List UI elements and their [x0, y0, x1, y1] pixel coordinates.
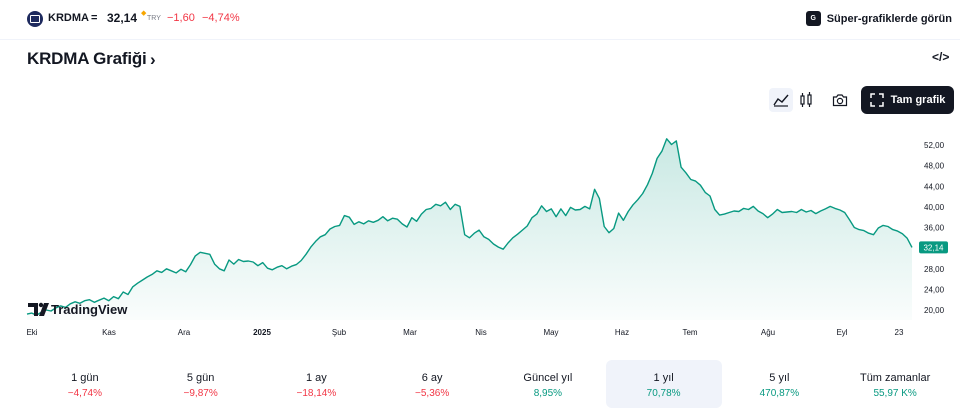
period-1y[interactable]: 1 yıl 70,78% [605, 360, 722, 408]
chart-title[interactable]: KRDMA Grafiği [27, 49, 147, 68]
last-price-marker: 32,14 [919, 241, 948, 254]
last-price: 32,14 [107, 11, 138, 25]
x-tick-label: Mar [403, 328, 417, 337]
candles-icon[interactable] [794, 88, 818, 112]
period-change: 55,97 K% [873, 388, 917, 399]
period-change: 70,78% [646, 388, 681, 399]
period-change: −18,14% [296, 388, 337, 399]
y-axis: 52,0048,0044,0040,0036,0032,0028,0024,00… [924, 141, 945, 315]
period-label: 1 yıl [653, 372, 674, 384]
company-logo-icon [27, 11, 43, 27]
y-tick-label: 28,00 [924, 265, 945, 274]
y-tick-label: 24,00 [924, 285, 945, 294]
area-chart-icon[interactable] [769, 88, 793, 112]
x-tick-label: Haz [615, 328, 629, 337]
price-chart[interactable]: 52,0048,0044,0040,0036,0032,0028,0024,00… [0, 120, 960, 345]
y-tick-label: 36,00 [924, 224, 945, 233]
price-change-percent: −4,74% [202, 12, 240, 24]
x-tick-label: 23 [895, 328, 904, 337]
y-tick-label: 20,00 [924, 306, 945, 315]
x-axis: Eki Kas Ara 2025 Şub Mar Nis May Haz Tem Ağu Eyl 23 [26, 328, 904, 337]
period-5y[interactable]: 5 yıl 470,87% [722, 360, 838, 408]
camera-icon[interactable] [828, 88, 852, 112]
period-label: 1 gün [71, 372, 99, 384]
y-tick-label: 48,00 [924, 162, 945, 171]
y-tick-label: 40,00 [924, 203, 945, 212]
period-1d[interactable]: 1 gün −4,74% [27, 360, 143, 408]
full-chart-button[interactable]: Tam grafik [861, 86, 954, 114]
period-label: 5 gün [186, 372, 215, 384]
supercharts-icon: G [805, 11, 821, 26]
period-1m[interactable]: 1 ay −18,14% [259, 360, 375, 408]
supercharts-label: Süper-grafiklerde görün [826, 12, 952, 25]
x-tick-label: Şub [332, 328, 347, 337]
x-tick-label: Ara [178, 328, 191, 337]
x-tick-label: Eki [26, 328, 37, 337]
period-change: −4,74% [67, 388, 102, 399]
watermark-text: TradingView [51, 302, 128, 317]
price-area-fill [27, 138, 912, 320]
period-change: 470,87% [759, 388, 800, 399]
market-status-icon: ◆ [141, 10, 147, 17]
period-label: 1 ay [305, 372, 327, 384]
x-tick-label: 2025 [253, 328, 271, 337]
period-change: 8,95% [533, 388, 563, 399]
period-selector: 1 gün −4,74% 5 gün −9,87% 1 ay −18,14% 6… [27, 360, 953, 408]
price-line [26, 138, 913, 316]
period-label: 6 ay [421, 372, 443, 384]
tradingview-watermark: TradingView [28, 302, 128, 317]
period-label: 5 yıl [769, 372, 790, 384]
period-change: −5,36% [415, 388, 450, 399]
price-change: −1,60 [167, 12, 195, 24]
x-tick-label: Eyl [836, 328, 847, 337]
y-tick-label: 44,00 [924, 182, 945, 191]
x-tick-label: Kas [102, 328, 116, 337]
embed-code-icon[interactable]: </> [932, 50, 950, 64]
x-tick-label: Ağu [761, 328, 775, 337]
full-chart-label: Tam grafik [890, 94, 946, 106]
x-tick-label: Tem [682, 328, 697, 337]
x-tick-label: Nis [475, 328, 487, 337]
fullscreen-icon [869, 93, 884, 107]
period-label: Güncel yıl [523, 372, 573, 384]
y-tick-label: 52,00 [924, 141, 945, 150]
last-price-label: 32,14 [923, 243, 944, 252]
supercharts-link[interactable]: G Süper-grafiklerde görün [805, 11, 952, 26]
price-area [27, 138, 912, 320]
chevron-right-icon[interactable]: › [150, 50, 156, 69]
period-label: Tüm zamanlar [859, 372, 931, 384]
x-tick-label: May [543, 328, 558, 337]
price-series-line [26, 138, 913, 316]
last-price-badge [919, 241, 948, 254]
period-all[interactable]: Tüm zamanlar 55,97 K% [837, 360, 953, 408]
period-6m[interactable]: 6 ay −5,36% [374, 360, 490, 408]
tradingview-logo-icon [28, 302, 49, 316]
period-change: −9,87% [183, 388, 218, 399]
symbol-name[interactable]: KRDMA [48, 12, 89, 24]
equals-sign: = [91, 12, 98, 24]
period-5d[interactable]: 5 gün −9,87% [143, 360, 259, 408]
symbol-header-bar: KRDMA = 32,14 ◆ TRY −1,60 −4,74% G Süper… [0, 0, 960, 40]
period-ytd[interactable]: Güncel yıl 8,95% [490, 360, 606, 408]
currency-label: TRY [147, 15, 161, 22]
